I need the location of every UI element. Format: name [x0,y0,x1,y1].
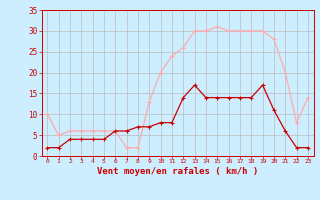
X-axis label: Vent moyen/en rafales ( km/h ): Vent moyen/en rafales ( km/h ) [97,167,258,176]
